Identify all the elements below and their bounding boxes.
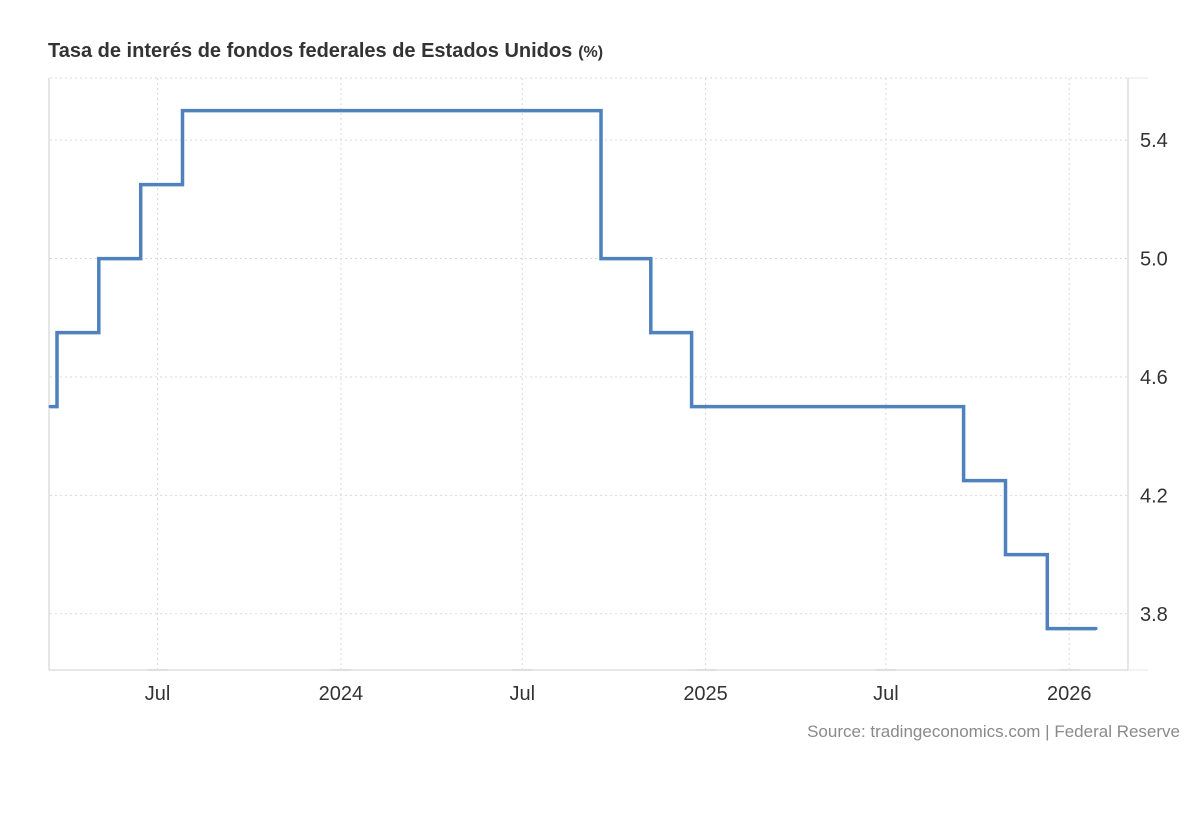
data-point bbox=[97, 257, 101, 261]
data-point bbox=[1094, 627, 1098, 631]
chart-unit: (%) bbox=[578, 44, 604, 61]
x-tick-label: Jul bbox=[145, 683, 171, 705]
data-point bbox=[55, 331, 59, 335]
y-tick-label: 4.2 bbox=[1140, 485, 1168, 507]
data-point bbox=[1003, 553, 1007, 557]
grid bbox=[50, 77, 1128, 670]
x-axis-labels: Jul 2024 Jul 2025 Jul 2026 bbox=[145, 683, 1092, 705]
x-tick-label: 2026 bbox=[1047, 683, 1092, 705]
y-tick-label: 5.4 bbox=[1140, 130, 1168, 152]
data-point bbox=[649, 331, 653, 335]
data-point bbox=[181, 109, 185, 113]
x-tick-label: Jul bbox=[873, 683, 899, 705]
y-tick-label: 5.0 bbox=[1140, 249, 1168, 271]
data-point bbox=[139, 183, 143, 187]
data-point bbox=[48, 405, 52, 409]
chart-title-text: Tasa de interés de fondos federales de E… bbox=[48, 40, 573, 62]
data-point bbox=[962, 479, 966, 483]
x-tick-label: 2024 bbox=[319, 683, 364, 705]
y-tick-label: 3.8 bbox=[1140, 604, 1168, 626]
chart-title: Tasa de interés de fondos federales de E… bbox=[48, 40, 603, 63]
data-point bbox=[599, 257, 603, 261]
axes bbox=[48, 77, 1148, 671]
series-line bbox=[50, 108, 1097, 631]
y-axis-labels: 3.8 4.2 4.6 5.0 5.4 bbox=[1140, 130, 1168, 626]
y-tick-label: 4.6 bbox=[1140, 367, 1168, 389]
data-point bbox=[690, 405, 694, 409]
x-tick-label: Jul bbox=[509, 683, 535, 705]
series-group bbox=[48, 108, 1098, 631]
x-tick-label: 2025 bbox=[683, 683, 728, 705]
source-note: Source: tradingeconomics.com | Federal R… bbox=[807, 722, 1180, 741]
data-point bbox=[1045, 627, 1049, 631]
